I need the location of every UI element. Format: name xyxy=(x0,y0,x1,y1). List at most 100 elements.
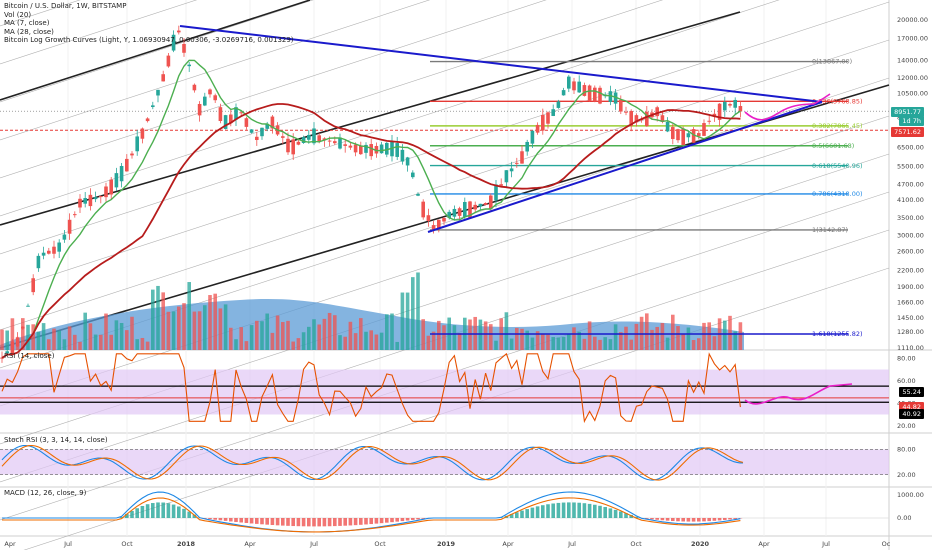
candle-body xyxy=(301,137,306,143)
price-tick-label: 12000.00 xyxy=(897,74,928,82)
volume-bar xyxy=(187,282,191,350)
volume-bar xyxy=(57,330,61,350)
candle-body xyxy=(78,198,82,208)
stoch-k-line xyxy=(1,444,743,481)
macd-line xyxy=(2,491,741,533)
volume-bar xyxy=(218,308,223,350)
volume-bar xyxy=(203,305,207,350)
macd-histogram-bar xyxy=(379,518,384,524)
log-curve-line xyxy=(0,39,890,331)
macd-histogram-bar xyxy=(681,518,685,522)
macd-histogram-bar xyxy=(265,518,269,525)
macd-histogram-bar xyxy=(359,518,363,525)
candle-body xyxy=(572,81,576,91)
macd-histogram-bar xyxy=(515,512,519,518)
volume-bar xyxy=(634,323,639,350)
volume-bar xyxy=(567,333,571,350)
time-axis-label: 2018 xyxy=(177,540,196,548)
candle-body xyxy=(645,111,649,127)
volume-bar xyxy=(265,313,269,350)
volume-ma-area xyxy=(0,299,744,350)
candle-body xyxy=(416,193,420,196)
candle-body xyxy=(525,141,529,152)
candle-body xyxy=(260,127,264,137)
price-axis[interactable]: 20000.00 17000.00 14000.00 12000.00 10500.00… xyxy=(897,16,928,352)
volume-bar xyxy=(99,334,103,350)
indicator-vol[interactable]: Vol (20) xyxy=(4,10,32,19)
candle-body xyxy=(125,158,129,172)
macd-histogram-bar xyxy=(171,504,176,518)
macd-histogram-bar xyxy=(312,518,316,527)
volume-bar xyxy=(437,320,441,350)
macd-histogram-bar xyxy=(203,518,207,519)
macd-histogram-bar xyxy=(385,518,389,523)
macd-histogram-bar xyxy=(286,518,290,526)
rsi-title[interactable]: RSI (14, close) xyxy=(4,352,55,360)
candle-body xyxy=(535,124,540,133)
macd-tick-label: 1000.00 xyxy=(897,491,924,499)
volume-bar xyxy=(431,331,436,350)
volume-bar xyxy=(582,338,587,350)
macd-histogram-bar xyxy=(182,508,186,518)
time-axis-label: Jul xyxy=(567,540,576,548)
volume-bar xyxy=(551,337,555,350)
candle-body xyxy=(333,141,337,144)
volume-bar xyxy=(197,311,202,350)
volume-bar xyxy=(400,292,405,350)
candle-body xyxy=(239,112,243,114)
indicator-log-curves[interactable]: Bitcoin Log Growth Curves (Light, Y, 1.0… xyxy=(4,36,294,45)
volume-bar xyxy=(213,293,217,350)
macd-histogram-bar xyxy=(125,513,129,518)
macd-histogram-bar xyxy=(151,503,155,518)
macd-histogram-bar xyxy=(421,518,425,519)
candle-body xyxy=(364,144,368,153)
volume-bar xyxy=(78,341,82,350)
stoch-title[interactable]: Stoch RSI (3, 3, 14, 14, close) xyxy=(4,436,108,444)
fib-retracement[interactable]: 0(13867.00) 0.236(9768.85) 0.382(7865.45) 0… xyxy=(0,58,889,338)
candle-body xyxy=(182,43,186,53)
volume-bar xyxy=(608,339,613,350)
volume-bar xyxy=(723,320,727,350)
candle-body xyxy=(395,143,399,157)
macd-histogram-bar xyxy=(156,502,160,518)
candle-body xyxy=(317,135,321,142)
candle-body xyxy=(369,144,373,157)
time-axis-label: Oct xyxy=(630,540,642,548)
volume-bar xyxy=(281,322,285,350)
candle-body xyxy=(296,141,301,145)
time-axis[interactable]: Apr Jul Oct 2018 Apr Jul Oct 2019 Apr Jul Oct 2020 A… xyxy=(4,540,890,548)
log-curve-line xyxy=(0,0,780,255)
macd-histogram-bar xyxy=(322,518,327,527)
chart-legend: Bitcoin / U.S. Dollar, 1W, BITSTAMP Vol … xyxy=(4,2,294,45)
volume-bar xyxy=(161,292,165,350)
macd-histogram-bar xyxy=(567,502,571,518)
indicator-ma7[interactable]: MA (7, close) xyxy=(4,19,50,28)
indicator-ma28[interactable]: MA (28, close) xyxy=(4,27,54,36)
macd-histogram-bar xyxy=(338,518,342,526)
volume-bar xyxy=(260,321,264,350)
volume-bar xyxy=(317,324,321,350)
fib-level-label: 0.618(5540.96) xyxy=(812,162,863,170)
macd-histogram-bar xyxy=(307,518,311,527)
log-curve-line xyxy=(0,0,314,103)
macd-histogram-bar xyxy=(551,503,555,518)
macd-histogram-bar xyxy=(416,518,420,520)
macd-title[interactable]: MACD (12, 26, close, 9) xyxy=(4,489,87,497)
candle-body xyxy=(489,195,493,210)
candle-body xyxy=(114,173,119,188)
volume-bar xyxy=(140,337,145,350)
candle-body xyxy=(426,215,431,222)
volume-bar xyxy=(676,326,680,350)
log-curve-line xyxy=(0,0,547,179)
candle-body xyxy=(119,165,124,182)
candle-body xyxy=(223,115,228,129)
triangle-pattern[interactable] xyxy=(179,25,831,233)
candle-body xyxy=(593,87,597,102)
candle-body xyxy=(338,137,342,149)
macd-histogram-bar xyxy=(213,518,217,520)
volume-bar xyxy=(468,319,472,350)
volume-bar xyxy=(483,321,488,350)
volume-bar xyxy=(171,311,176,350)
volume-bar xyxy=(650,329,654,350)
